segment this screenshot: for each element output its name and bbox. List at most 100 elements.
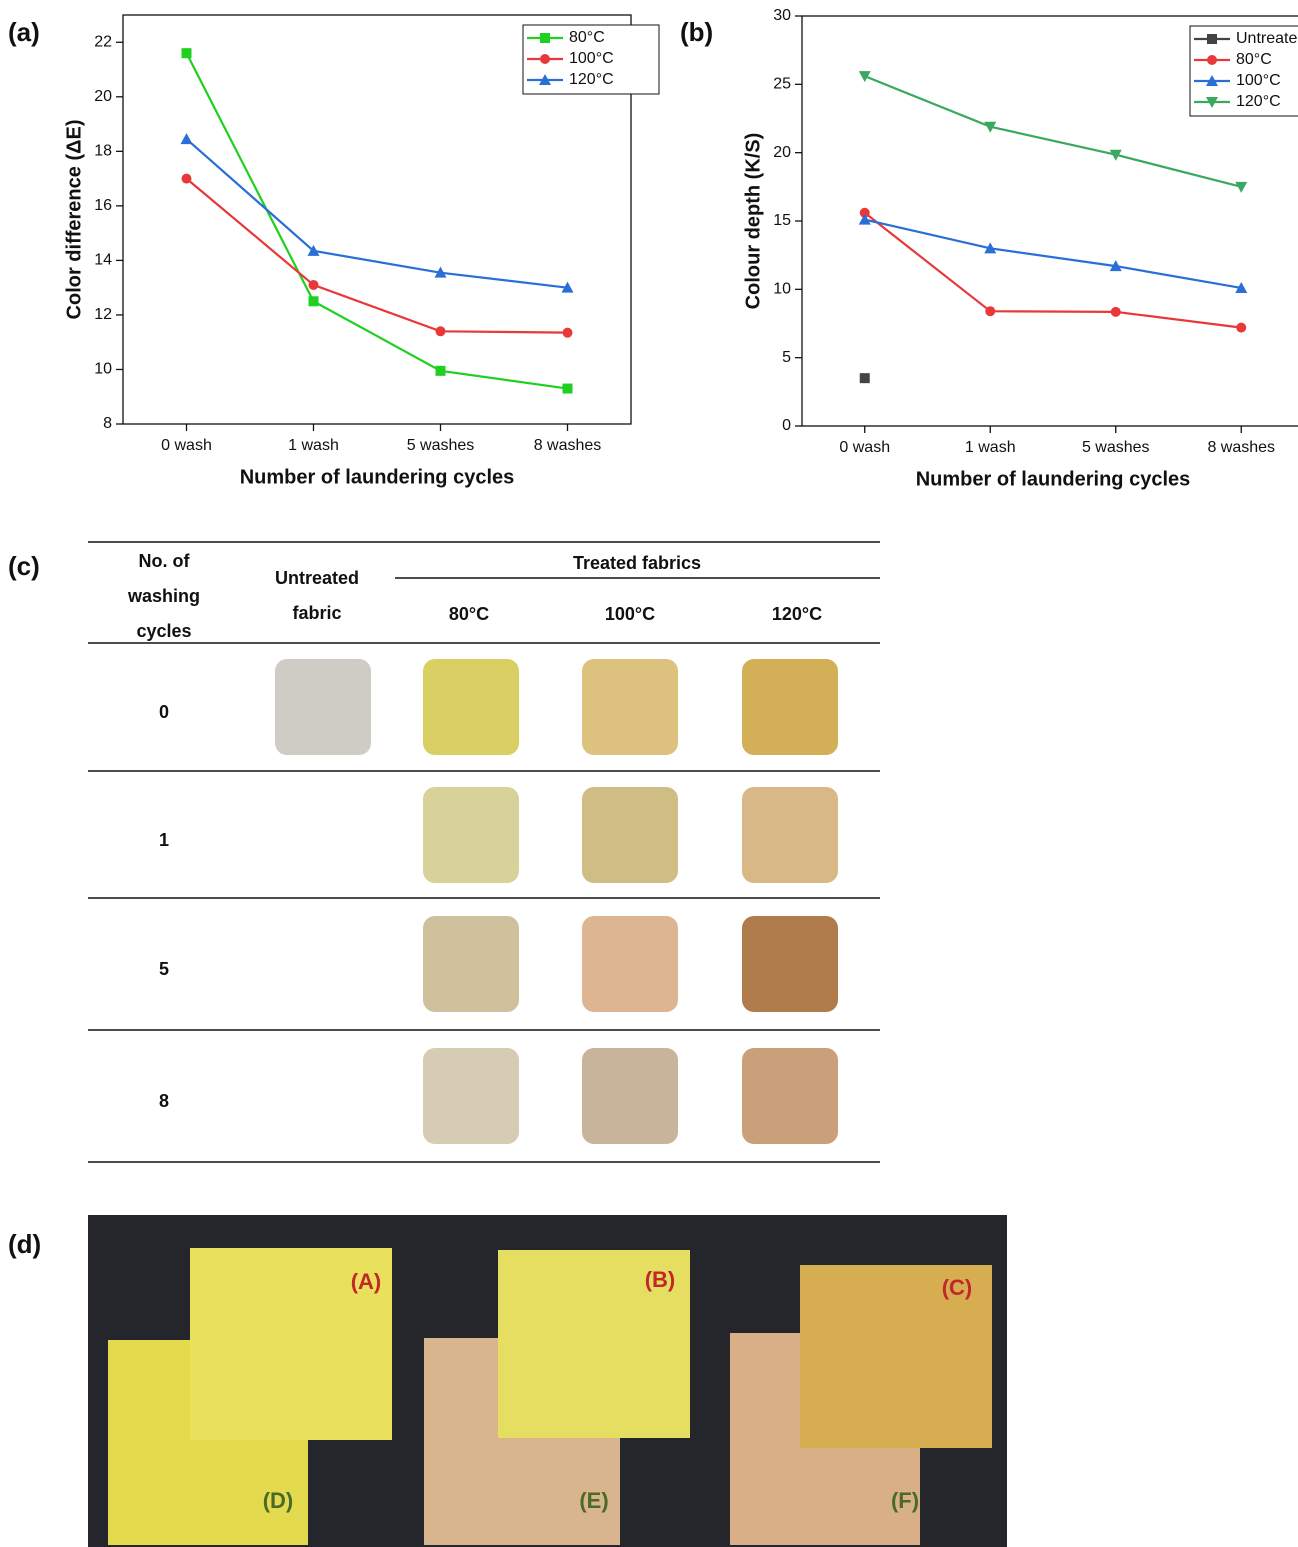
swatch: [582, 1048, 678, 1144]
marker: [1206, 75, 1218, 86]
legend-label: Untreated: [1236, 30, 1298, 47]
row-label: 0: [159, 702, 169, 722]
swatch: [582, 787, 678, 883]
row-label: 8: [159, 1091, 169, 1111]
swatch: [582, 659, 678, 755]
panel-label: (a): [8, 17, 40, 47]
marker: [858, 213, 871, 225]
y-tick-label: 30: [773, 7, 791, 24]
x-tick-label: 1 wash: [965, 439, 1016, 456]
marker: [1109, 149, 1122, 161]
panel-label: (b): [680, 17, 713, 47]
x-axis-label: Number of laundering cycles: [240, 466, 515, 488]
marker: [307, 244, 320, 256]
swatch: [423, 1048, 519, 1144]
x-tick-label: 5 washes: [1082, 439, 1150, 456]
y-tick-label: 20: [94, 88, 112, 105]
series-line: [864, 211, 1242, 329]
photo: [88, 1215, 1007, 1547]
marker: [181, 173, 192, 184]
marker: [181, 48, 192, 59]
row-label: 5: [159, 959, 169, 979]
legend-label: 80°C: [569, 29, 605, 46]
marker: [180, 133, 193, 145]
y-tick-label: 10: [94, 361, 112, 378]
marker: [435, 365, 446, 376]
x-tick-label: 1 wash: [288, 437, 339, 454]
photo-label: (E): [579, 1488, 608, 1513]
y-tick-label: 8: [103, 415, 112, 432]
y-tick-label: 22: [94, 33, 112, 50]
marker: [562, 327, 573, 338]
table-header: No. of: [139, 551, 191, 571]
row-label: 1: [159, 830, 169, 850]
legend-label: 100°C: [1236, 72, 1281, 89]
marker: [1110, 306, 1121, 317]
x-axis-label: Number of laundering cycles: [916, 468, 1191, 490]
swatch: [423, 787, 519, 883]
marker: [859, 373, 870, 384]
legend-label: 100°C: [569, 50, 614, 67]
marker: [1235, 281, 1248, 293]
marker: [434, 266, 447, 278]
series-line: [185, 138, 568, 289]
y-tick-label: 14: [94, 252, 112, 269]
y-tick-label: 20: [773, 144, 791, 161]
series-line: [185, 177, 568, 334]
marker: [1109, 260, 1122, 272]
swatches: [275, 659, 838, 1144]
x-tick-label: 8 washes: [534, 437, 602, 454]
legend-label: 120°C: [569, 71, 614, 88]
x-tick-label: 0 wash: [839, 439, 890, 456]
marker: [308, 279, 319, 290]
swatch: [742, 916, 838, 1012]
table-header: 100°C: [605, 604, 655, 624]
photo-label: (C): [942, 1275, 973, 1300]
swatch: [275, 659, 371, 755]
swatch: [582, 916, 678, 1012]
x-tick-label: 8 washes: [1207, 439, 1275, 456]
swatch: [742, 659, 838, 755]
marker: [561, 281, 574, 293]
swatch: [742, 787, 838, 883]
table-header: washing: [127, 586, 200, 606]
y-tick-label: 5: [782, 349, 791, 366]
marker: [1207, 55, 1217, 65]
legend-label: 80°C: [1236, 51, 1272, 68]
series-line: [864, 218, 1242, 290]
table-header: cycles: [136, 621, 191, 641]
marker: [984, 121, 997, 133]
swatch: [742, 1048, 838, 1144]
marker: [562, 383, 573, 394]
series-line: [185, 52, 568, 390]
marker: [985, 306, 996, 317]
marker: [984, 242, 997, 254]
swatch: [423, 916, 519, 1012]
panel-label: (c): [8, 551, 40, 581]
marker: [539, 74, 551, 85]
table-header: Untreated: [275, 568, 359, 588]
photo-label: (D): [263, 1488, 294, 1513]
table-rules: [88, 541, 880, 1163]
marker: [540, 54, 550, 64]
table-header: fabric: [292, 603, 341, 623]
marker: [1206, 97, 1218, 108]
marker: [1235, 181, 1248, 193]
series-line: [864, 75, 1242, 188]
table-header: Treated fabrics: [573, 553, 701, 573]
table-header: 80°C: [449, 604, 489, 624]
y-tick-label: 15: [773, 212, 791, 229]
y-tick-label: 12: [94, 306, 112, 323]
marker: [308, 296, 319, 307]
plot-frame: [122, 14, 632, 425]
marker: [859, 207, 870, 218]
photo-label: (A): [351, 1269, 382, 1294]
photo-label: (B): [645, 1267, 676, 1292]
table-header: 120°C: [772, 604, 822, 624]
x-tick-label: 0 wash: [161, 437, 212, 454]
y-tick-label: 10: [773, 281, 791, 298]
marker: [1236, 322, 1247, 333]
legend-label: 120°C: [1236, 93, 1281, 110]
y-tick-label: 16: [94, 197, 112, 214]
